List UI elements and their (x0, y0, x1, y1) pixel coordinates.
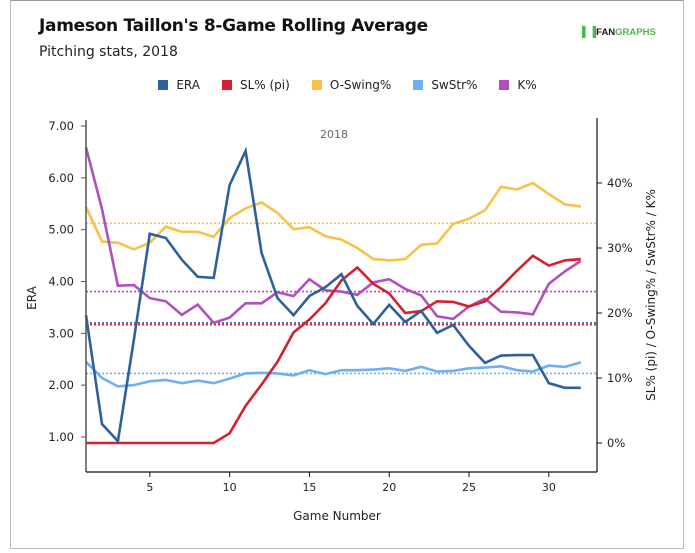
chart-title: Jameson Taillon's 8-Game Rolling Average (39, 16, 428, 36)
series-line-o-swing (84, 181, 581, 262)
legend-label: ERA (176, 78, 200, 92)
fangraphs-logo: ▌▐FANGRAPHS (582, 27, 656, 38)
series-line-sl-pi (86, 254, 581, 445)
x-tick-label: 20 (382, 481, 396, 494)
y-right-tick-label: 30% (607, 241, 633, 255)
x-tick-label: 5 (146, 481, 153, 494)
x-tick-label: 15 (302, 481, 316, 494)
y-left-tick-label: 1.00 (48, 430, 74, 444)
x-tick-label: 30 (542, 481, 556, 494)
y-right-tick-label: 0% (607, 436, 625, 450)
legend-item-era[interactable]: ERA (158, 78, 200, 92)
y-left-tick-label: 4.00 (48, 275, 74, 289)
y-left-tick-label: 7.00 (48, 119, 74, 133)
legend-label: K% (517, 78, 537, 92)
y-left-tick-label: 6.00 (48, 171, 74, 185)
legend-label: SL% (pi) (239, 78, 290, 92)
y-right-tick-label: 20% (607, 306, 633, 320)
y-left-tick-label: 2.00 (48, 378, 74, 392)
fangraphs-logo-icon: ▌▐ (582, 27, 597, 38)
legend-label: SwStr% (431, 78, 478, 92)
chart-legend: ERA SL% (pi) O-Swing% SwStr% K% (0, 78, 695, 92)
legend-swatch-era (158, 80, 169, 90)
y-left-tick-label: 3.00 (48, 326, 74, 340)
x-axis-label: Game Number (293, 509, 381, 523)
legend-item-o-swing[interactable]: O-Swing% (311, 78, 392, 92)
ticks: 5 10 15 20 25 30 1.00 2.00 3.00 4.00 5.00 6.00 7.00 0… (48, 119, 632, 494)
legend-swatch-k (499, 80, 510, 90)
y-left-axis-label: ERA (25, 285, 39, 309)
legend-item-k[interactable]: K% (499, 78, 537, 92)
legend-swatch-sl (221, 80, 232, 90)
series-line-swstr (85, 360, 582, 388)
legend-swatch-o-swing (311, 80, 322, 90)
legend-item-sl[interactable]: SL% (pi) (221, 78, 290, 92)
y-left-tick-label: 5.00 (48, 223, 74, 237)
x-tick-label: 25 (462, 481, 476, 494)
y-right-tick-label: 40% (607, 176, 633, 190)
y-right-axis-label: SL% (pi) / O-Swing% / SwStr% / K% (644, 189, 658, 401)
average-lines (86, 222, 597, 375)
legend-label: O-Swing% (329, 78, 392, 92)
legend-swatch-swstr (413, 80, 424, 90)
x-tick-label: 10 (223, 481, 237, 494)
series-line-k (84, 146, 582, 325)
series-lines (84, 146, 582, 445)
series-line-era (84, 146, 581, 444)
chart-subtitle: Pitching stats, 2018 (39, 44, 178, 60)
legend-item-swstr[interactable]: SwStr% (413, 78, 477, 92)
year-annotation: 2018 (320, 128, 348, 141)
y-right-tick-label: 10% (607, 371, 633, 385)
axes (85, 118, 598, 473)
